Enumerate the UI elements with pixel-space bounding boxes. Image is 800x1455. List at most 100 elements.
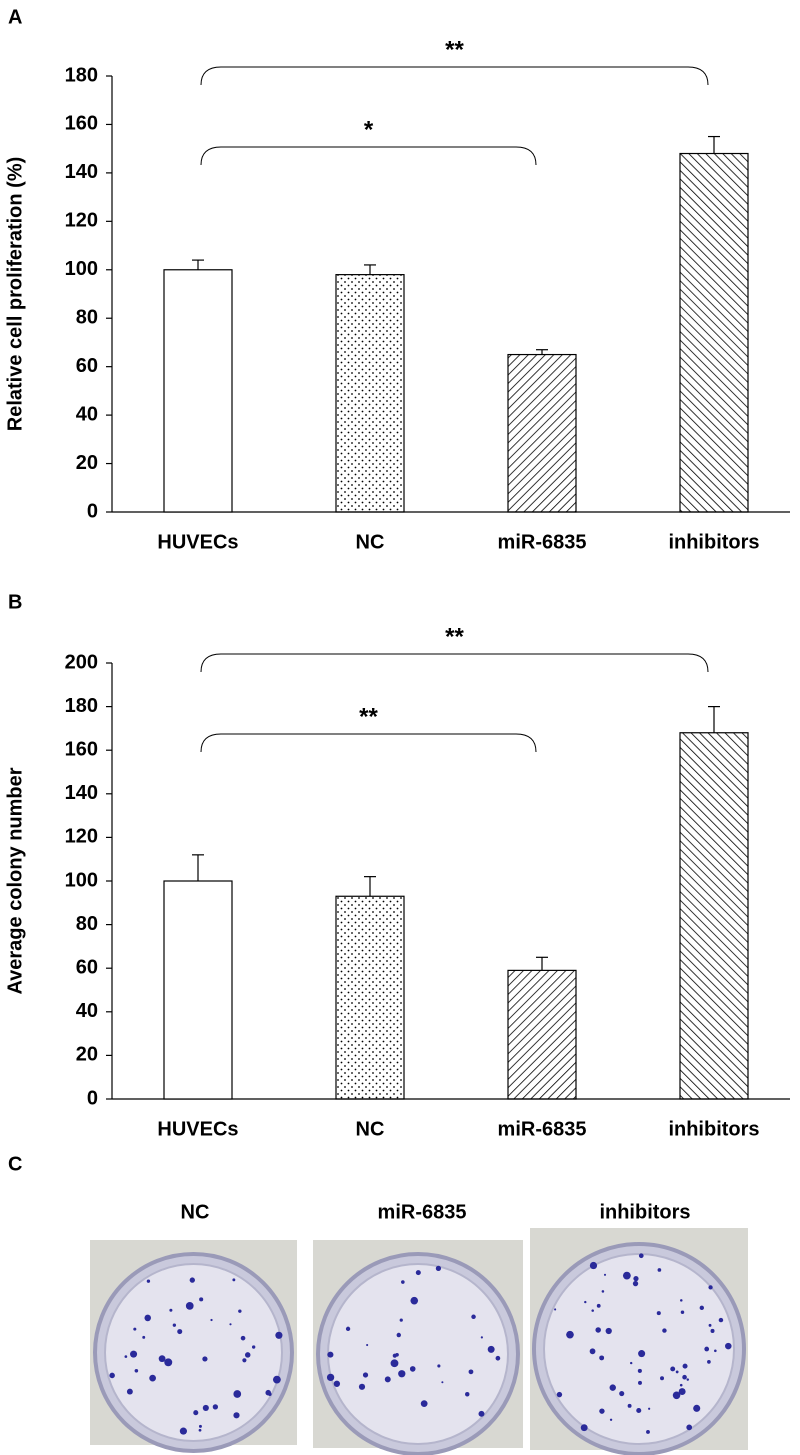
bar bbox=[679, 732, 749, 1100]
colony bbox=[179, 1427, 187, 1435]
colony bbox=[242, 1358, 247, 1363]
colony bbox=[605, 1327, 612, 1335]
colony bbox=[638, 1350, 646, 1358]
photos bbox=[90, 1228, 748, 1455]
colony bbox=[630, 1361, 633, 1365]
y-tick-label: 180 bbox=[65, 64, 98, 86]
colony bbox=[682, 1374, 687, 1380]
colony bbox=[396, 1332, 401, 1338]
colony bbox=[638, 1253, 644, 1259]
bar bbox=[507, 353, 577, 513]
colony bbox=[210, 1318, 213, 1322]
colony bbox=[144, 1314, 152, 1322]
y-tick-label: 140 bbox=[65, 161, 98, 183]
significance-bracket bbox=[200, 146, 537, 166]
colony bbox=[495, 1355, 501, 1361]
colony bbox=[437, 1364, 441, 1368]
panel-label: B bbox=[8, 591, 22, 613]
colony bbox=[672, 1391, 681, 1400]
y-tick-label: 100 bbox=[65, 258, 98, 280]
y-tick-label: 0 bbox=[87, 500, 98, 522]
colony bbox=[358, 1383, 366, 1390]
colony bbox=[718, 1317, 724, 1323]
panel-label: C bbox=[8, 1153, 22, 1175]
colony bbox=[362, 1372, 369, 1378]
colony bbox=[657, 1268, 662, 1272]
y-tick-label: 160 bbox=[65, 738, 98, 760]
colony bbox=[326, 1373, 335, 1382]
bar bbox=[163, 269, 233, 513]
y-tick-label: 180 bbox=[65, 695, 98, 717]
colony bbox=[392, 1353, 397, 1358]
bar bbox=[163, 880, 233, 1100]
colony bbox=[124, 1355, 128, 1358]
y-axis-label: Average colony number bbox=[4, 767, 26, 994]
colony bbox=[589, 1348, 596, 1355]
colony bbox=[704, 1346, 710, 1352]
colony bbox=[596, 1303, 601, 1308]
significance-bracket bbox=[200, 733, 537, 753]
colony bbox=[193, 1410, 199, 1416]
colony bbox=[251, 1345, 256, 1349]
colony bbox=[410, 1296, 419, 1305]
colony bbox=[682, 1363, 688, 1369]
significance-label: * bbox=[364, 116, 374, 143]
colony bbox=[708, 1323, 712, 1327]
colony bbox=[185, 1302, 194, 1310]
colony bbox=[441, 1381, 444, 1384]
colony bbox=[384, 1376, 391, 1383]
colony bbox=[275, 1331, 283, 1339]
colony bbox=[149, 1374, 156, 1382]
colony bbox=[601, 1290, 605, 1293]
colony bbox=[660, 1376, 665, 1381]
colony bbox=[725, 1342, 732, 1350]
colony bbox=[708, 1285, 713, 1290]
y-tick-label: 200 bbox=[65, 651, 98, 673]
x-tick-label: NC bbox=[356, 1118, 385, 1140]
colony bbox=[240, 1335, 246, 1341]
colony bbox=[471, 1314, 476, 1320]
y-tick-label: 160 bbox=[65, 113, 98, 135]
y-tick-label: 80 bbox=[76, 913, 98, 935]
colony bbox=[202, 1404, 209, 1411]
colony bbox=[678, 1388, 686, 1396]
y-tick-label: 120 bbox=[65, 826, 98, 848]
colony bbox=[244, 1352, 251, 1358]
colony bbox=[109, 1372, 115, 1379]
colony bbox=[638, 1380, 642, 1385]
colony bbox=[198, 1424, 202, 1428]
colony bbox=[130, 1350, 138, 1358]
colony bbox=[345, 1326, 351, 1332]
colony bbox=[229, 1323, 232, 1326]
significance-label: ** bbox=[445, 623, 464, 650]
y-tick-label: 40 bbox=[76, 403, 98, 425]
colony bbox=[566, 1330, 574, 1339]
colony bbox=[710, 1328, 715, 1333]
colony bbox=[589, 1261, 598, 1270]
colony bbox=[622, 1271, 631, 1280]
colony bbox=[409, 1366, 416, 1372]
colony bbox=[580, 1424, 588, 1432]
colony bbox=[146, 1279, 151, 1283]
colony bbox=[198, 1428, 202, 1432]
colony bbox=[609, 1418, 613, 1421]
colony bbox=[172, 1323, 177, 1327]
colony bbox=[134, 1368, 139, 1373]
bar bbox=[679, 152, 749, 513]
colony bbox=[680, 1310, 685, 1314]
x-tick-label: HUVECs bbox=[157, 1118, 238, 1140]
photo-title: NC bbox=[181, 1201, 210, 1223]
x-tick-label: inhibitors bbox=[668, 531, 759, 553]
colony bbox=[699, 1305, 704, 1311]
colony bbox=[609, 1384, 616, 1391]
y-tick-label: 60 bbox=[76, 355, 98, 377]
colony bbox=[637, 1368, 642, 1373]
colony bbox=[648, 1407, 651, 1410]
colony bbox=[686, 1424, 693, 1431]
x-tick-label: HUVECs bbox=[157, 531, 238, 553]
colony bbox=[480, 1336, 483, 1339]
colony bbox=[662, 1328, 667, 1333]
colony bbox=[632, 1280, 639, 1287]
colony bbox=[491, 1348, 495, 1351]
